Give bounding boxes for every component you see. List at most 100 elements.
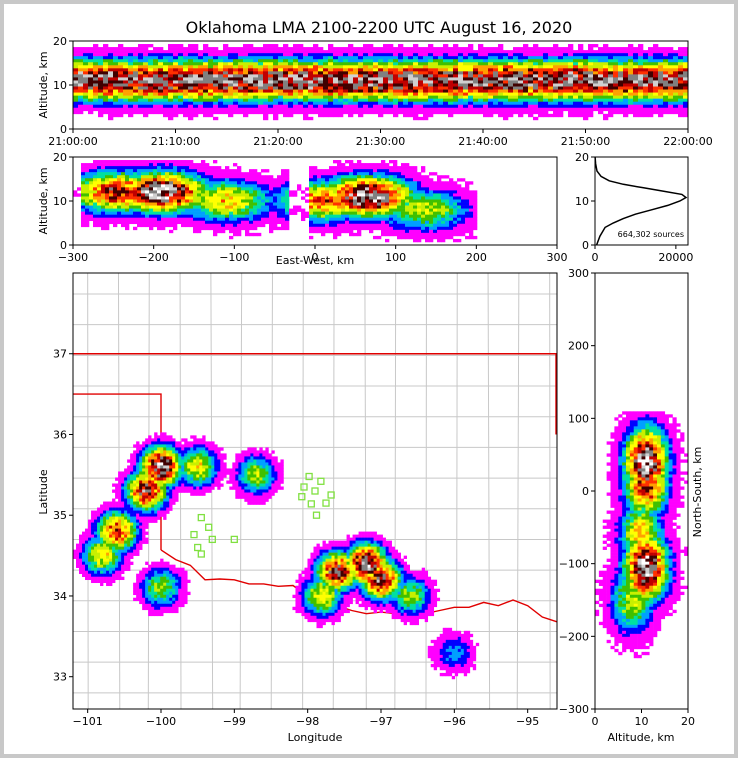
- density-cell: [533, 92, 539, 96]
- density-cell: [433, 59, 439, 63]
- density-cell: [203, 56, 209, 60]
- density-cell: [141, 178, 146, 182]
- density-cell: [363, 77, 369, 81]
- density-cell: [488, 53, 494, 57]
- density-cell: [228, 98, 234, 102]
- density-cell: [413, 47, 419, 51]
- density-cell: [385, 193, 390, 197]
- density-cell: [338, 80, 344, 84]
- density-cell: [343, 62, 349, 66]
- density-cell: [333, 232, 338, 237]
- density-cell: [403, 83, 409, 87]
- density-cell: [503, 89, 509, 93]
- density-cell: [423, 116, 429, 121]
- density-cell: [633, 47, 639, 51]
- density-cell: [321, 217, 326, 222]
- density-cell: [128, 47, 134, 51]
- density-cell: [143, 101, 149, 106]
- density-cell: [633, 98, 639, 102]
- density-cell: [308, 50, 314, 54]
- density-cell: [598, 77, 604, 81]
- density-cell: [105, 160, 110, 164]
- density-cell: [393, 95, 399, 99]
- density-cell: [101, 211, 106, 215]
- density-cell: [303, 74, 309, 78]
- density-cell: [183, 56, 189, 60]
- density-cell: [161, 169, 166, 173]
- density-cell: [381, 202, 386, 206]
- density-cell: [325, 196, 330, 200]
- density-cell: [457, 223, 462, 228]
- density-cell: [173, 160, 178, 164]
- density-cell: [229, 190, 234, 194]
- density-cell: [253, 190, 258, 194]
- density-cell: [89, 187, 94, 191]
- density-cell: [461, 220, 466, 225]
- density-cell: [93, 56, 99, 60]
- density-cell: [369, 217, 374, 222]
- density-cell: [261, 202, 266, 206]
- density-cell: [328, 80, 334, 84]
- density-cell: [463, 50, 469, 54]
- density-cell: [293, 89, 299, 93]
- density-cell: [165, 193, 170, 197]
- density-cell: [98, 53, 104, 57]
- density-cell: [563, 89, 569, 93]
- density-cell: [285, 214, 290, 218]
- density-cell: [449, 205, 454, 209]
- density-cell: [309, 175, 314, 179]
- density-cell: [257, 202, 262, 206]
- density-cell: [469, 202, 474, 206]
- density-cell: [113, 110, 119, 115]
- density-cell: [658, 113, 664, 118]
- density-cell: [113, 62, 119, 66]
- density-cell: [433, 86, 439, 90]
- density-cell: [198, 104, 204, 109]
- density-cell: [89, 208, 94, 212]
- density-cell: [401, 169, 406, 173]
- density-cell: [238, 53, 244, 57]
- density-cell: [313, 196, 318, 200]
- density-cell: [429, 184, 434, 188]
- density-cell: [658, 86, 664, 90]
- density-cell: [673, 107, 679, 112]
- density-cell: [98, 56, 104, 60]
- density-cell: [403, 47, 409, 51]
- density-cell: [281, 187, 286, 191]
- density-cell: [117, 199, 122, 203]
- density-cell: [558, 98, 564, 102]
- density-cell: [543, 101, 549, 106]
- density-cell: [433, 229, 438, 234]
- density-cell: [373, 86, 379, 90]
- density-cell: [465, 181, 470, 185]
- density-cell: [213, 226, 218, 231]
- density-cell: [368, 56, 374, 60]
- density-cell: [373, 68, 379, 72]
- density-cell: [588, 83, 594, 87]
- density-cell: [563, 77, 569, 81]
- density-cell: [197, 172, 202, 176]
- density-cell: [349, 226, 354, 231]
- density-cell: [318, 89, 324, 93]
- density-cell: [458, 53, 464, 57]
- density-cell: [653, 98, 659, 102]
- density-cell: [263, 71, 269, 75]
- density-cell: [618, 68, 624, 72]
- density-cell: [213, 59, 219, 63]
- density-cell: [258, 98, 264, 102]
- density-cell: [328, 110, 334, 115]
- density-cell: [118, 83, 124, 87]
- density-cell: [358, 98, 364, 102]
- density-cell: [378, 98, 384, 102]
- density-cell: [193, 110, 199, 115]
- density-cell: [217, 169, 222, 173]
- density-cell: [353, 59, 359, 63]
- density-cell: [268, 71, 274, 75]
- density-cell: [303, 56, 309, 60]
- density-cell: [438, 95, 444, 99]
- density-cell: [317, 175, 322, 179]
- density-cell: [101, 214, 106, 218]
- density-cell: [405, 163, 410, 167]
- density-cell: [598, 53, 604, 57]
- density-cell: [221, 229, 226, 234]
